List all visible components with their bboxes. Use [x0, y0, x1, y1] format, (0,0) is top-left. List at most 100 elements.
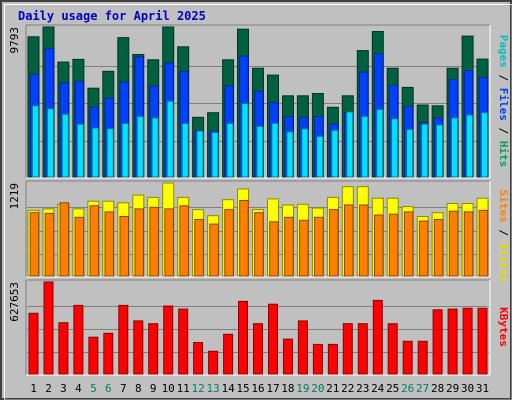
bar-kbytes: [327, 343, 338, 375]
bar-pages: [361, 116, 369, 178]
bar-sites: [89, 205, 100, 277]
legend-entry: /: [497, 68, 510, 88]
bar-sites: [284, 216, 294, 277]
x-tick-label: 30: [461, 382, 474, 395]
bar-kbytes: [133, 320, 144, 375]
bar-kbytes: [148, 323, 159, 375]
bar-pages: [241, 103, 249, 178]
bar-pages: [301, 128, 309, 178]
bar-kbytes: [477, 307, 488, 375]
bar-kbytes: [223, 333, 234, 375]
bar-pages: [61, 113, 69, 178]
bar-pages: [76, 123, 84, 178]
bar-kbytes: [447, 308, 458, 375]
bar-kbytes: [402, 340, 413, 375]
bar-sites: [29, 212, 40, 277]
bar-sites: [239, 200, 249, 277]
legend-entry: KBytes: [497, 307, 510, 347]
bar-sites: [463, 211, 474, 277]
bar-kbytes: [118, 304, 129, 375]
bar-kbytes: [103, 332, 114, 375]
x-tick-label: 26: [401, 382, 414, 395]
panel-max-label: 1219: [8, 183, 21, 210]
panel-max-label: 627653: [8, 282, 21, 322]
bar-kbytes: [372, 299, 383, 375]
bar-pages: [406, 129, 414, 178]
bar-kbytes: [357, 323, 368, 375]
bar-kbytes: [163, 305, 174, 375]
x-tick-label: 2: [45, 382, 52, 395]
x-tick-label: 9: [150, 382, 157, 395]
bar-sites: [74, 216, 85, 277]
bar-sites: [374, 214, 384, 277]
x-tick-label: 15: [236, 382, 249, 395]
bar-sites: [149, 206, 159, 277]
bar-pages: [436, 124, 444, 178]
legend-entry: Files: [497, 88, 510, 121]
bar-pages: [376, 109, 384, 178]
bar-kbytes: [387, 323, 398, 375]
bar-sites: [388, 213, 399, 277]
series-kbytes: [28, 281, 488, 375]
bar-sites: [329, 209, 339, 277]
x-tick-label: 28: [431, 382, 444, 395]
bar-kbytes: [28, 312, 39, 375]
x-tick-label: 7: [120, 382, 127, 395]
bar-kbytes: [297, 320, 308, 375]
x-tick-label: 18: [281, 382, 294, 395]
bar-sites: [44, 212, 55, 277]
bar-kbytes: [43, 281, 54, 375]
bar-sites: [134, 208, 144, 277]
bar-pages: [466, 114, 474, 178]
x-tick-label: 11: [177, 382, 190, 395]
chart-panels: 9793 1219 627653: [8, 24, 491, 376]
x-tick-label: 6: [105, 382, 112, 395]
bar-sites: [179, 205, 189, 277]
x-tick-label: 12: [191, 382, 204, 395]
bar-sites: [314, 216, 324, 277]
bar-pages: [46, 108, 55, 178]
bar-pages: [226, 122, 234, 178]
bar-kbytes: [417, 340, 428, 375]
x-tick-label: 16: [251, 382, 264, 395]
x-tick-label: 4: [75, 382, 82, 395]
bar-pages: [91, 127, 99, 178]
bar-sites: [448, 210, 459, 277]
x-tick-label: 17: [266, 382, 279, 395]
panel-visits-sites: 1219: [8, 180, 491, 278]
x-tick-label: 29: [446, 382, 459, 395]
bar-pages: [196, 130, 204, 178]
bar-sites: [433, 219, 444, 277]
bar-sites: [478, 209, 489, 277]
x-tick-label: 14: [221, 382, 235, 395]
bar-kbytes: [238, 300, 248, 375]
bar-sites: [209, 223, 219, 277]
bar-kbytes: [283, 338, 293, 375]
x-tick-label: 25: [386, 382, 399, 395]
bar-kbytes: [342, 323, 353, 375]
x-tick-label: 21: [326, 382, 339, 395]
bar-pages: [480, 112, 488, 178]
bar-pages: [331, 129, 339, 178]
bar-pages: [346, 111, 354, 178]
bar-pages: [316, 135, 324, 178]
legend-entry: /: [497, 223, 510, 243]
bar-pages: [136, 116, 144, 178]
bar-sites: [359, 204, 369, 277]
bar-sites: [104, 211, 114, 277]
panel-max-label: 9793: [8, 27, 21, 54]
bar-pages: [271, 122, 279, 178]
legend-entry: Pages: [497, 35, 510, 68]
panel-hits-files-pages: 9793: [8, 24, 491, 179]
bar-kbytes: [178, 308, 189, 375]
bar-kbytes: [253, 323, 263, 375]
bar-kbytes: [432, 309, 443, 375]
series-sites: [29, 200, 489, 277]
bar-sites: [224, 209, 234, 277]
bar-pages: [31, 105, 40, 178]
bar-kbytes: [88, 336, 99, 375]
bar-sites: [269, 221, 279, 277]
bar-pages: [121, 122, 129, 178]
bar-pages: [256, 126, 264, 178]
